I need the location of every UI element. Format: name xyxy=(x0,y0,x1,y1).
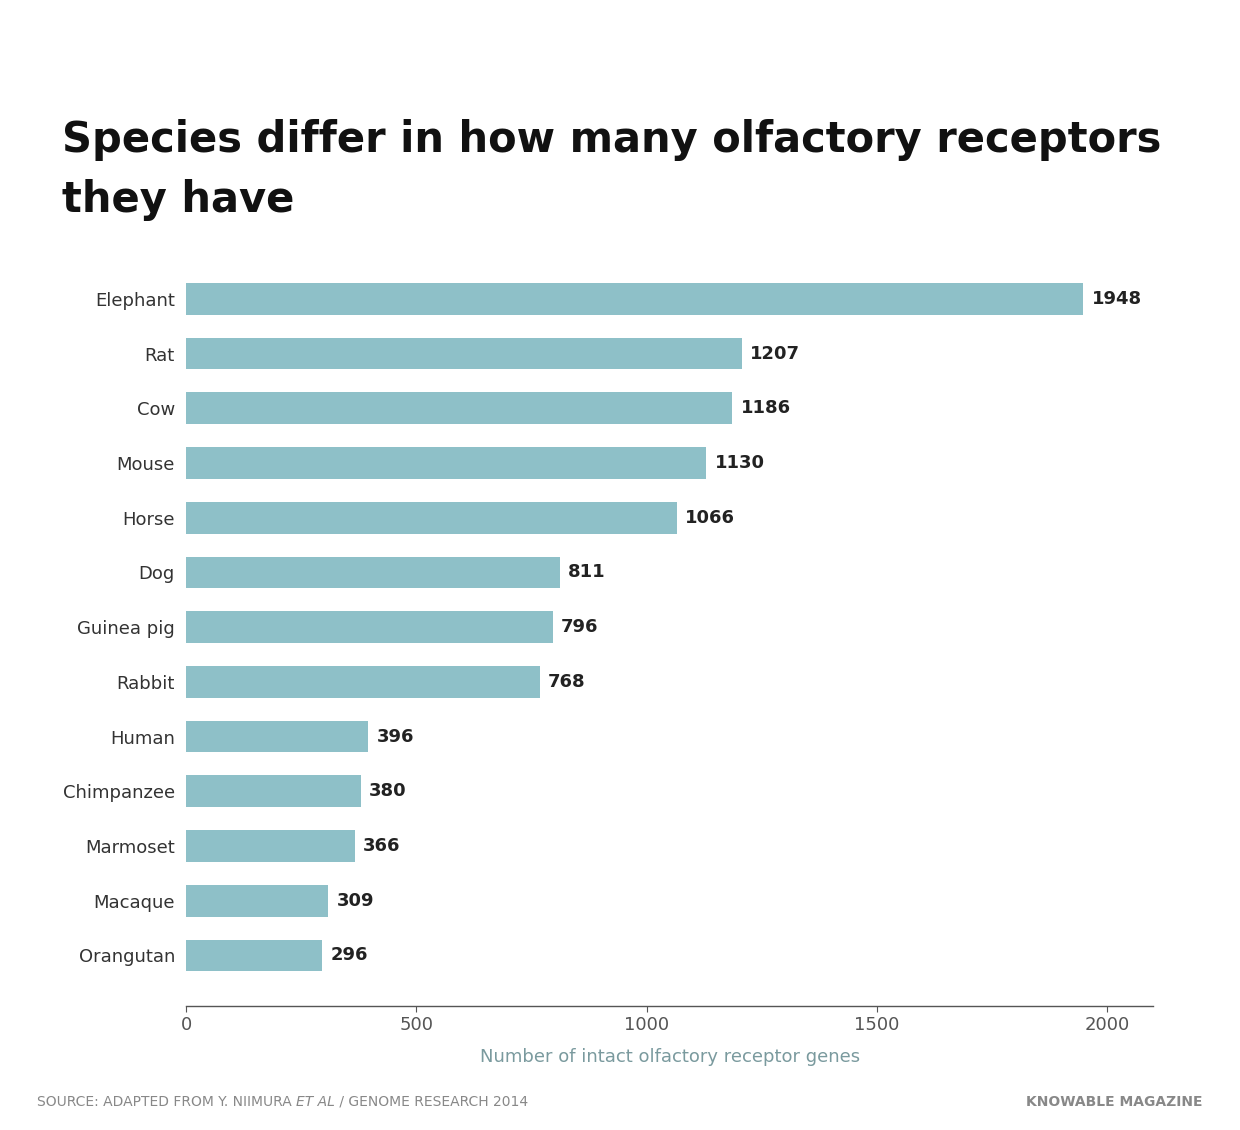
Text: 1066: 1066 xyxy=(686,508,735,527)
Text: KNOWABLE MAGAZINE: KNOWABLE MAGAZINE xyxy=(1027,1095,1203,1109)
Text: 380: 380 xyxy=(370,782,407,800)
Bar xyxy=(186,502,677,533)
X-axis label: Number of intact olfactory receptor genes: Number of intact olfactory receptor gene… xyxy=(480,1048,859,1066)
Text: / GENOME RESEARCH 2014: / GENOME RESEARCH 2014 xyxy=(335,1095,528,1109)
Text: Species differ in how many olfactory receptors: Species differ in how many olfactory rec… xyxy=(62,119,1162,160)
Text: 366: 366 xyxy=(363,837,401,855)
Bar xyxy=(186,885,329,916)
Text: ET AL: ET AL xyxy=(296,1095,335,1109)
Bar xyxy=(186,939,322,972)
Text: 1130: 1130 xyxy=(714,454,765,472)
Text: 309: 309 xyxy=(336,892,374,910)
Bar xyxy=(186,282,1084,315)
Text: 1186: 1186 xyxy=(740,399,791,417)
Bar xyxy=(186,721,368,753)
Text: 1207: 1207 xyxy=(750,345,800,363)
Bar xyxy=(186,338,742,370)
Text: SOURCE: ADAPTED FROM Y. NIIMURA: SOURCE: ADAPTED FROM Y. NIIMURA xyxy=(37,1095,296,1109)
Text: 396: 396 xyxy=(377,728,414,746)
Text: 1948: 1948 xyxy=(1091,290,1142,307)
Text: 811: 811 xyxy=(568,564,605,582)
Text: 796: 796 xyxy=(560,618,599,636)
Bar xyxy=(186,611,553,643)
Bar xyxy=(186,447,707,479)
Text: 296: 296 xyxy=(331,947,368,964)
Bar xyxy=(186,392,733,424)
Bar xyxy=(186,557,559,589)
Bar xyxy=(186,775,361,807)
Text: they have: they have xyxy=(62,179,294,220)
Bar xyxy=(186,666,539,697)
Bar xyxy=(186,831,355,862)
Text: 768: 768 xyxy=(548,672,585,690)
